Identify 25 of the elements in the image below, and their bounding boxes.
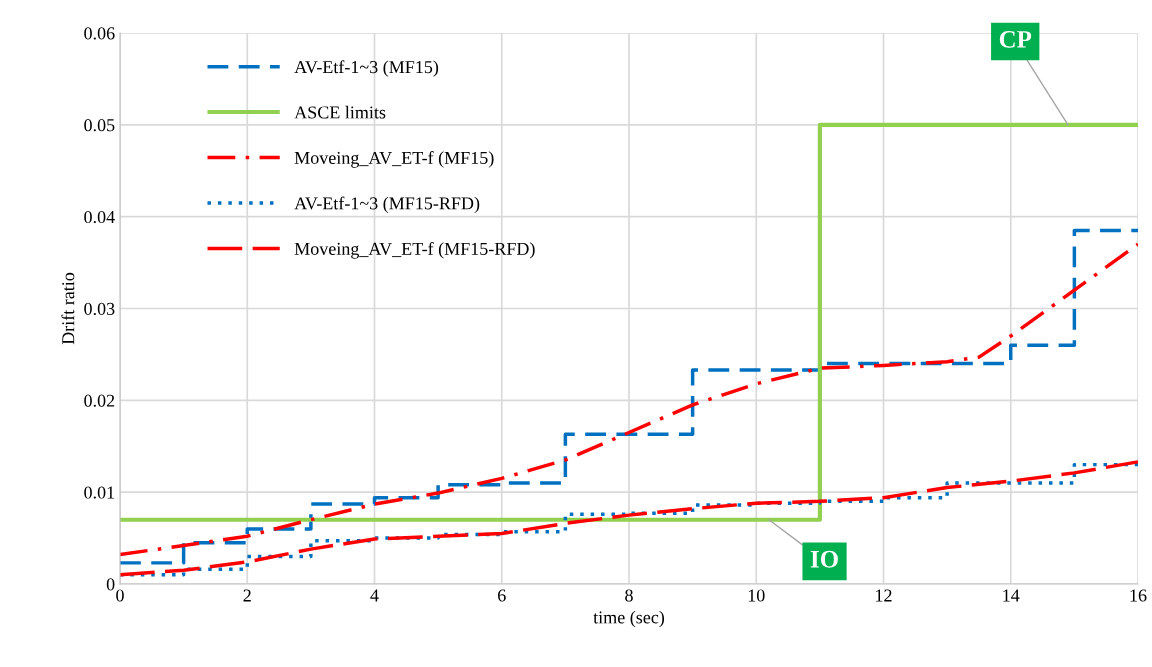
legend-label: AV-Etf-1~3 (MF15-RFD) (294, 196, 480, 214)
legend-label: AV-Etf-1~3 (MF15) (294, 60, 439, 77)
y-tick-label: 0.05 (84, 119, 115, 132)
y-tick-label: 0.02 (84, 394, 115, 407)
y-tick-label: 0 (106, 578, 115, 591)
x-tick-label: 4 (370, 589, 379, 602)
annotation: IO (810, 550, 838, 568)
y-tick-label: 0.01 (84, 486, 115, 499)
x-tick-label: 2 (243, 589, 251, 602)
x-tick-label: 14 (1003, 589, 1020, 602)
x-tick-label: 12 (876, 589, 892, 602)
x-tick-label: 8 (625, 589, 633, 602)
y-tick-label: 0.06 (84, 27, 115, 40)
legend-label: Moveing_AV_ET-f (MF15) (294, 151, 494, 168)
y-axis-title: Drift ratio (61, 272, 75, 345)
x-tick-label: 16 (1130, 589, 1147, 602)
x-tick-label: 0 (116, 589, 124, 602)
y-tick-label: 0.04 (84, 210, 115, 224)
legend-label: ASCE limits (294, 105, 386, 119)
annotation: CP (999, 30, 1032, 48)
legend-label: Moveing_AV_ET-f (MF15-RFD) (294, 242, 535, 259)
x-axis-title: time (sec) (593, 610, 665, 628)
x-tick-label: 6 (498, 589, 506, 602)
x-tick-label: 10 (748, 589, 765, 602)
y-tick-label: 0.03 (84, 302, 115, 316)
